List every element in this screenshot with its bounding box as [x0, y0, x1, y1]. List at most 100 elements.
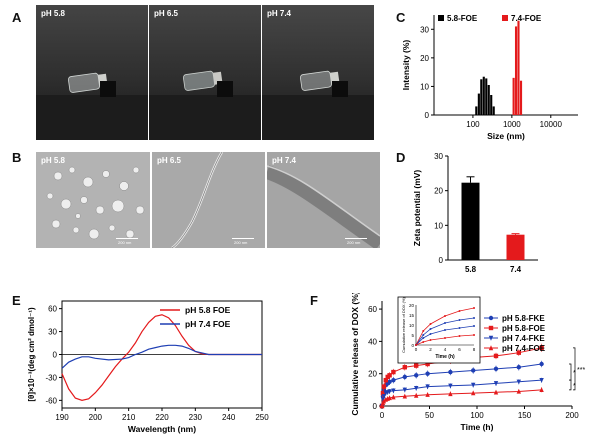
data-point [471, 390, 476, 396]
inset-y-tick-label: 5 [411, 333, 414, 338]
inset-data-point [444, 322, 446, 324]
inset-series-line [415, 317, 475, 346]
inset-y-tick-label: 0 [411, 343, 414, 348]
y-tick-label: 0 [373, 402, 378, 411]
data-point [387, 389, 392, 395]
data-point [493, 366, 499, 372]
vial-illustration [36, 72, 148, 140]
y-tick-label: 20 [434, 187, 443, 196]
histogram-bar [485, 78, 488, 115]
y-tick-label: 30 [420, 25, 429, 34]
x-tick-label: 1000 [503, 120, 521, 129]
data-point [402, 374, 407, 380]
y-tick-label: 10 [434, 221, 443, 230]
inset-data-point [444, 337, 446, 339]
inset-y-tick-label: 20 [409, 303, 415, 308]
x-tick-label: 250 [255, 413, 269, 422]
scale-bar-label: 200 nm [347, 240, 361, 245]
y-tick-label: 60 [368, 305, 377, 314]
data-point [516, 379, 521, 385]
inset-data-point [458, 335, 461, 337]
inset-x-axis-label: Time (h) [435, 354, 455, 360]
tem-caption: pH 6.5 [157, 156, 182, 165]
inset-data-point [473, 307, 475, 309]
data-point [425, 384, 430, 390]
data-point [516, 350, 521, 355]
panel-label-e: E [12, 293, 21, 308]
data-point [391, 377, 396, 383]
histogram-bar [477, 93, 480, 115]
panel-label-a: A [12, 10, 22, 25]
inset-data-point [458, 319, 461, 321]
y-tick-label: 0 [53, 351, 58, 360]
panel-label-b: B [12, 150, 22, 165]
data-point [448, 391, 453, 397]
inset-frame [397, 296, 481, 364]
x-tick-label: 190 [55, 413, 69, 422]
data-point [539, 345, 544, 351]
data-point [391, 369, 396, 375]
x-tick-label: 220 [155, 413, 169, 422]
data-point [414, 392, 419, 398]
scale-bar [345, 238, 367, 239]
y-tick-label: 60 [48, 305, 57, 314]
data-point [391, 388, 396, 394]
data-point [488, 345, 494, 351]
x-tick-label: 150 [518, 411, 532, 420]
data-point [488, 325, 494, 331]
significance-bracket [569, 379, 572, 391]
legend-label: 7.4-FOE [511, 14, 542, 23]
vial-photo-ph-6-5: pH 6.5 [149, 5, 261, 140]
legend-label: pH 5.8-FOE [502, 324, 546, 333]
histogram-bar [487, 85, 490, 115]
data-point [379, 403, 385, 409]
data-point [414, 373, 419, 378]
y-tick-label: 30 [48, 328, 57, 337]
data-point [493, 381, 499, 387]
panel-label-f: F [310, 293, 318, 308]
data-point [380, 390, 386, 396]
histogram-bar [514, 26, 518, 115]
data-point [488, 315, 494, 321]
data-point [402, 365, 407, 370]
histogram-bar [519, 80, 523, 115]
y-tick-label: 30 [434, 152, 443, 161]
data-point [516, 365, 521, 370]
inset-data-point [473, 317, 475, 319]
x-tick-label: 230 [189, 413, 203, 422]
legend-label: pH 5.8-FKE [502, 314, 545, 323]
data-point [383, 377, 388, 383]
x-tick-label: 50 [425, 411, 434, 420]
inset-y-tick-label: 15 [409, 313, 415, 318]
x-tick-label: 7.4 [510, 265, 522, 274]
x-tick-label: 100 [470, 411, 484, 420]
bar [506, 234, 525, 260]
scale-bar-label: 200 nm [118, 240, 132, 245]
data-point [425, 371, 430, 376]
inset-data-point [458, 310, 461, 312]
data-point [381, 394, 387, 400]
data-point [402, 393, 407, 399]
legend-label: 5.8-FOE [447, 14, 478, 23]
data-point [391, 394, 396, 400]
inset-data-point [444, 315, 446, 317]
photo-caption: pH 7.4 [267, 9, 292, 18]
data-point [516, 388, 521, 394]
y-tick-label: 40 [368, 337, 377, 346]
tem-image-ph-5-8: pH 5.8 200 nm [36, 152, 150, 248]
y-tick-label: 0 [439, 256, 444, 265]
panel-label-c: C [396, 10, 406, 25]
inset-x-tick-label: 6 [458, 347, 461, 352]
x-tick-label: 100 [466, 120, 480, 129]
inset-data-point [458, 327, 461, 329]
data-point [381, 384, 387, 389]
data-point [471, 368, 476, 373]
inset-y-tick-label: 10 [409, 323, 415, 328]
inset-x-tick-label: 8 [473, 347, 476, 352]
inset-data-point [422, 330, 425, 332]
significance-bracket [573, 347, 576, 391]
data-point [402, 387, 407, 393]
inset-data-point [473, 334, 475, 336]
inset-data-point [415, 344, 417, 346]
data-point [493, 389, 499, 395]
